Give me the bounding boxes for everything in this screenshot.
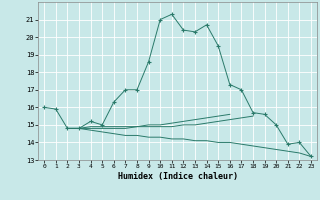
X-axis label: Humidex (Indice chaleur): Humidex (Indice chaleur) bbox=[118, 172, 238, 181]
